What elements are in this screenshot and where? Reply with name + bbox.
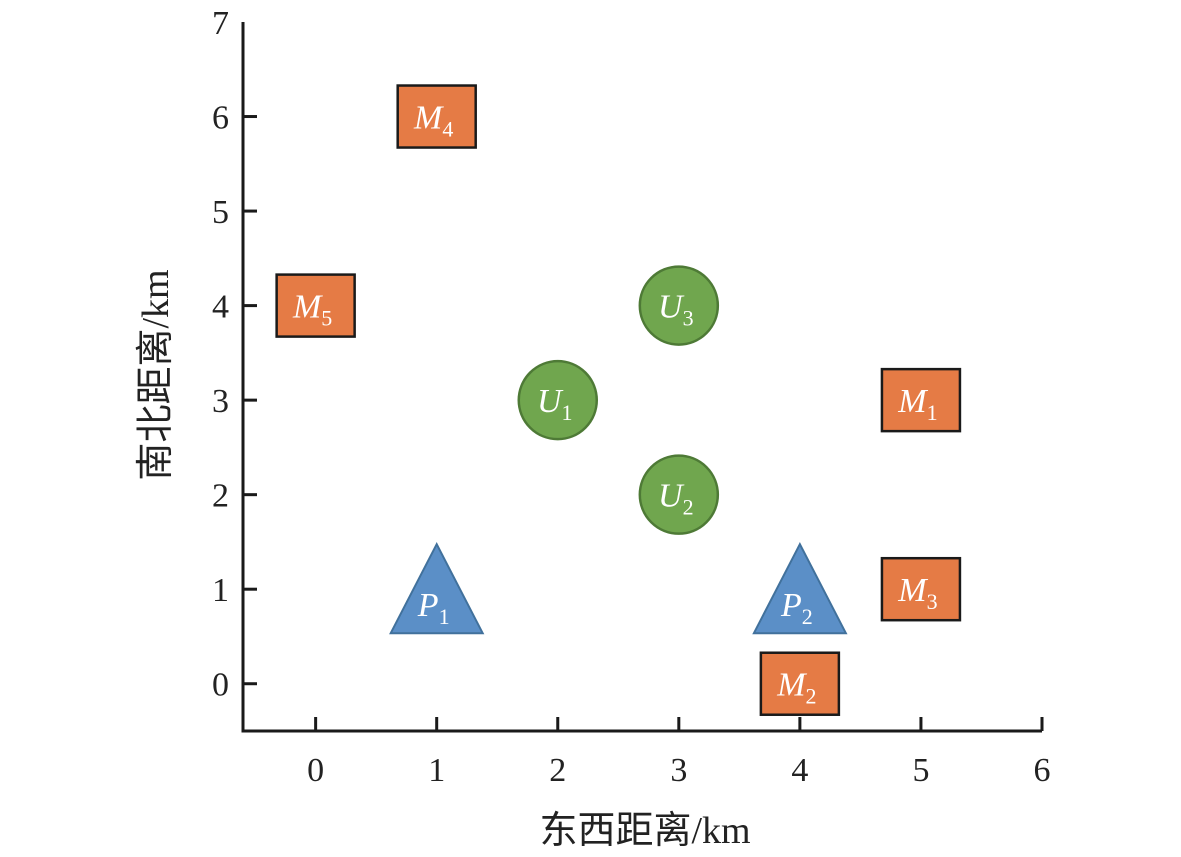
marker-label: U2 bbox=[658, 478, 694, 520]
marker-label: U1 bbox=[537, 383, 573, 425]
marker-P1: P1 bbox=[389, 542, 485, 635]
circle-marker bbox=[638, 454, 720, 535]
y-tick-label: 0 bbox=[212, 667, 229, 704]
square-marker bbox=[759, 651, 841, 716]
triangle-marker bbox=[752, 542, 848, 635]
marker-label: P1 bbox=[417, 587, 450, 629]
y-tick-label: 7 bbox=[212, 5, 229, 42]
y-tick-label: 6 bbox=[212, 100, 229, 137]
circle-marker bbox=[638, 265, 720, 346]
y-tick-label: 3 bbox=[212, 383, 229, 420]
square-marker bbox=[880, 556, 962, 622]
ticks-group: 0 1 2 3 4 5 6 0 1 2 3 4 5 6 7 bbox=[212, 5, 1051, 789]
marker-label: M5 bbox=[292, 289, 332, 331]
marker-label: M3 bbox=[897, 572, 937, 614]
square-marker bbox=[396, 84, 477, 149]
marks-group: M1 M2 M3 M4 M5 U1 U2 U3 P1 P2 bbox=[275, 84, 962, 716]
marker-P2: P2 bbox=[752, 542, 848, 635]
x-axis-label: 东西距离/km bbox=[539, 810, 750, 852]
y-axis-label: 南北距离/km bbox=[135, 269, 177, 480]
marker-U3: U3 bbox=[638, 265, 720, 346]
marker-M3: M3 bbox=[880, 556, 962, 622]
marker-M5: M5 bbox=[275, 273, 356, 338]
marker-U1: U1 bbox=[517, 359, 599, 441]
marker-label: M2 bbox=[776, 667, 816, 709]
x-tick-label: 2 bbox=[549, 752, 566, 789]
marker-label: M1 bbox=[897, 383, 937, 425]
y-tick-label: 5 bbox=[212, 194, 229, 231]
x-tick-label: 4 bbox=[791, 752, 808, 789]
y-tick-label: 2 bbox=[212, 478, 229, 515]
marker-M2: M2 bbox=[759, 651, 841, 716]
marker-label: P2 bbox=[780, 587, 813, 629]
marker-label: M4 bbox=[413, 100, 453, 142]
marker-M4: M4 bbox=[396, 84, 477, 149]
marker-U2: U2 bbox=[638, 454, 720, 535]
marker-label: U3 bbox=[658, 289, 694, 331]
x-tick-label: 5 bbox=[912, 752, 929, 789]
square-marker bbox=[275, 273, 356, 338]
square-marker bbox=[880, 367, 962, 433]
y-tick-label: 4 bbox=[212, 289, 229, 326]
circle-marker bbox=[517, 359, 599, 441]
triangle-marker bbox=[389, 542, 485, 635]
x-tick-label: 1 bbox=[428, 752, 445, 789]
y-tick-label: 1 bbox=[212, 572, 229, 609]
x-tick-label: 6 bbox=[1034, 752, 1051, 789]
marker-M1: M1 bbox=[880, 367, 962, 433]
x-tick-label: 3 bbox=[670, 752, 687, 789]
x-tick-label: 0 bbox=[307, 752, 324, 789]
